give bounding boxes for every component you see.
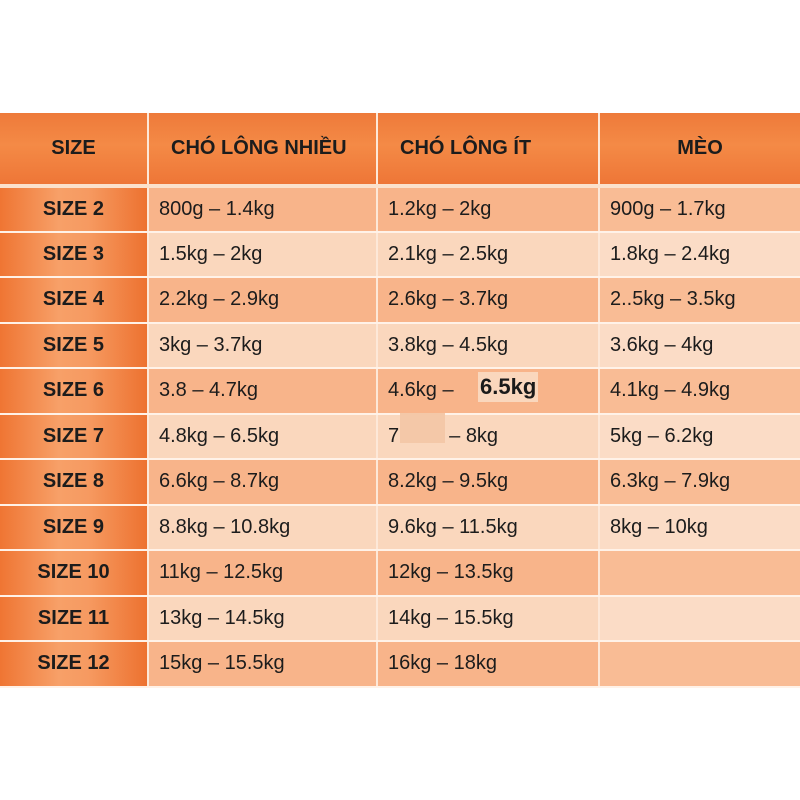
cell-cho-long-nhieu: 3.8 – 4.7kg	[148, 368, 378, 415]
cell-cho-long-it: 12kg – 13.5kg	[377, 550, 600, 597]
table-row: SIZE 9 8.8kg – 10.8kg 9.6kg – 11.5kg 8kg – …	[0, 504, 800, 551]
cell-meo: 5kg – 6.2kg	[599, 413, 800, 460]
size-label: SIZE 7	[0, 413, 149, 460]
table-row: SIZE 12 15kg – 15.5kg 16kg – 18kg	[0, 641, 800, 688]
cell-cho-long-it: 9.6kg – 11.5kg	[377, 504, 600, 551]
table-row: SIZE 6 3.8 – 4.7kg 4.6kg – 4.1kg – 4.9kg	[0, 368, 800, 415]
size-label: SIZE 5	[0, 322, 149, 369]
table-row: SIZE 10 11kg – 12.5kg 12kg – 13.5kg	[0, 550, 800, 597]
table-row: SIZE 11 13kg – 14.5kg 14kg – 15.5kg	[0, 595, 800, 642]
table-row: SIZE 2 800g – 1.4kg 1.2kg – 2kg 900g – 1.7k…	[0, 186, 800, 233]
cell-meo: 1.8kg – 2.4kg	[599, 231, 800, 278]
table-row: SIZE 8 6.6kg – 8.7kg 8.2kg – 9.5kg 6.3kg – …	[0, 459, 800, 506]
cell-meo: 900g – 1.7kg	[599, 186, 800, 233]
cell-cho-long-nhieu: 15kg – 15.5kg	[148, 641, 378, 688]
size-label: SIZE 10	[0, 550, 149, 597]
cell-meo: 6.3kg – 7.9kg	[599, 459, 800, 506]
size-label: SIZE 3	[0, 231, 149, 278]
cell-cho-long-it: 8.2kg – 9.5kg	[377, 459, 600, 506]
size-label: SIZE 2	[0, 186, 149, 233]
cell-cho-long-it: 14kg – 15.5kg	[377, 595, 600, 642]
cell-cho-long-it: 2.6kg – 3.7kg	[377, 277, 600, 324]
header-row: SIZE CHÓ LÔNG NHIỀU CHÓ LÔNG ÍT MÈO	[0, 113, 800, 188]
cell-cho-long-nhieu: 800g – 1.4kg	[148, 186, 378, 233]
cell-meo: 4.1kg – 4.9kg	[599, 368, 800, 415]
table-row: SIZE 5 3kg – 3.7kg 3.8kg – 4.5kg 3.6kg – 4k…	[0, 322, 800, 369]
cell-cho-long-it: 3.8kg – 4.5kg	[377, 322, 600, 369]
cell-cho-long-nhieu: 4.8kg – 6.5kg	[148, 413, 378, 460]
cell-cho-long-nhieu: 11kg – 12.5kg	[148, 550, 378, 597]
size-label: SIZE 8	[0, 459, 149, 506]
smudge-mark	[400, 413, 445, 443]
header-size: SIZE	[0, 113, 149, 188]
cell-meo	[599, 550, 800, 597]
header-cho-long-it: CHÓ LÔNG ÍT	[377, 113, 600, 188]
cell-cho-long-it: 16kg – 18kg	[377, 641, 600, 688]
cell-cho-long-nhieu: 2.2kg – 2.9kg	[148, 277, 378, 324]
header-cho-long-nhieu: CHÓ LÔNG NHIỀU	[148, 113, 378, 188]
size-label: SIZE 6	[0, 368, 149, 415]
table-row: SIZE 7 4.8kg – 6.5kg 7 – 8kg 5kg – 6.2kg	[0, 413, 800, 460]
cell-meo	[599, 595, 800, 642]
cell-cho-long-nhieu: 8.8kg – 10.8kg	[148, 504, 378, 551]
cell-cho-long-nhieu: 13kg – 14.5kg	[148, 595, 378, 642]
size-label: SIZE 11	[0, 595, 149, 642]
cell-meo: 3.6kg – 4kg	[599, 322, 800, 369]
size-label: SIZE 4	[0, 277, 149, 324]
table-row: SIZE 4 2.2kg – 2.9kg 2.6kg – 3.7kg 2..5kg –…	[0, 277, 800, 324]
overlay-weight-text: 6.5kg	[478, 372, 539, 402]
cell-meo: 8kg – 10kg	[599, 504, 800, 551]
cell-cho-long-it: 1.2kg – 2kg	[377, 186, 600, 233]
cell-cho-long-it: 7 – 8kg	[377, 413, 600, 460]
cell-cho-long-nhieu: 3kg – 3.7kg	[148, 322, 378, 369]
header-meo: MÈO	[599, 113, 800, 188]
size-label: SIZE 12	[0, 641, 149, 688]
size-label: SIZE 9	[0, 504, 149, 551]
cell-cho-long-nhieu: 6.6kg – 8.7kg	[148, 459, 378, 506]
cell-meo	[599, 641, 800, 688]
cell-cho-long-it: 2.1kg – 2.5kg	[377, 231, 600, 278]
cell-cho-long-nhieu: 1.5kg – 2kg	[148, 231, 378, 278]
size-chart-table: SIZE CHÓ LÔNG NHIỀU CHÓ LÔNG ÍT MÈO SIZE…	[0, 113, 800, 688]
cell-meo: 2..5kg – 3.5kg	[599, 277, 800, 324]
table-row: SIZE 3 1.5kg – 2kg 2.1kg – 2.5kg 1.8kg – 2.…	[0, 231, 800, 278]
